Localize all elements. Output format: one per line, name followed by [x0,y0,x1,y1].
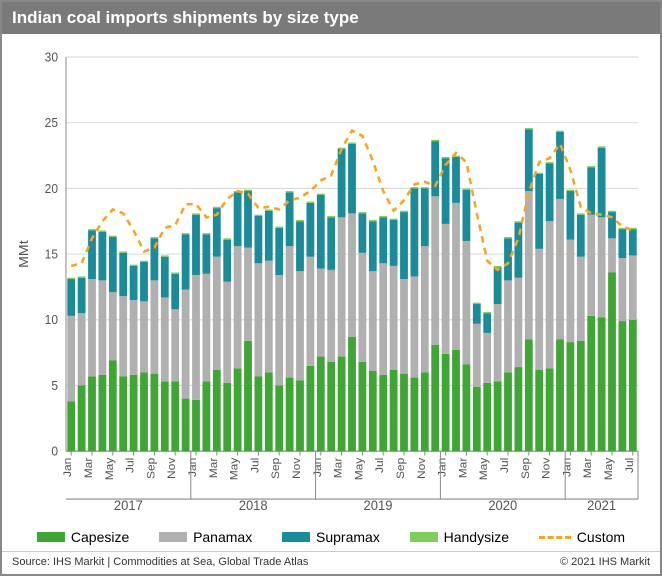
chart-frame: Indian coal imports shipments by size ty… [0,0,662,576]
svg-text:5: 5 [51,378,58,393]
svg-text:Mar: Mar [458,458,469,479]
legend-item: Handysize [410,529,509,545]
svg-text:Jul: Jul [125,458,136,473]
svg-text:Mar: Mar [208,458,219,479]
legend-swatch [410,532,438,542]
legend-label: Capesize [71,529,129,545]
svg-text:25: 25 [45,116,58,131]
legend-label: Handysize [444,529,509,545]
svg-text:15: 15 [45,247,58,262]
svg-text:20: 20 [45,181,58,196]
svg-text:Nov: Nov [541,457,552,479]
chart-svg: 0 5 10 15 20 25 30 MMt Jan Mar May Jul Sep Nov Jan Mar M… [12,44,650,523]
source-text: Source: IHS Markit | Commodities at Sea,… [12,556,308,568]
svg-text:10: 10 [45,313,58,328]
svg-text:Jan: Jan [312,458,323,477]
svg-text:Jan: Jan [562,458,573,477]
svg-text:May: May [603,457,614,480]
svg-text:Jan: Jan [437,458,448,477]
legend-item: Capesize [37,529,129,545]
svg-text:2021: 2021 [587,497,616,513]
svg-text:Mar: Mar [333,458,344,479]
chart-area: 0 5 10 15 20 25 30 MMt Jan Mar May Jul Sep Nov Jan Mar M… [2,34,660,523]
svg-text:May: May [479,457,490,480]
legend-swatch [159,532,187,542]
svg-text:2020: 2020 [488,497,517,513]
svg-text:Jul: Jul [499,458,510,473]
svg-text:Sep: Sep [271,458,282,479]
legend-swatch [37,532,65,542]
copyright-text: © 2021 IHS Markit [560,556,650,568]
legend-item: Custom [539,529,625,545]
legend-item: Panamax [159,529,252,545]
legend-item: Supramax [282,529,380,545]
svg-text:2019: 2019 [364,497,393,513]
legend-label: Custom [577,529,625,545]
svg-text:Nov: Nov [291,457,302,479]
svg-text:Jul: Jul [624,458,635,473]
svg-text:Jan: Jan [63,458,74,477]
svg-text:Sep: Sep [146,458,157,479]
svg-text:2018: 2018 [239,497,268,513]
svg-text:MMt: MMt [17,240,31,268]
footer: Source: IHS Markit | Commodities at Sea,… [2,551,660,574]
legend: Capesize Panamax Supramax Handysize Custom [2,523,660,551]
legend-label: Panamax [193,529,252,545]
svg-text:Nov: Nov [167,457,178,479]
svg-text:2017: 2017 [114,497,143,513]
svg-text:Nov: Nov [416,457,427,479]
legend-label: Supramax [316,529,380,545]
svg-text:0: 0 [51,444,58,459]
svg-text:May: May [354,457,365,480]
svg-text:30: 30 [45,50,58,65]
svg-text:Jul: Jul [250,458,261,473]
svg-text:Mar: Mar [83,458,94,479]
chart-title: Indian coal imports shipments by size ty… [2,2,660,34]
legend-line-swatch [539,536,571,539]
svg-text:Sep: Sep [395,458,406,479]
svg-text:May: May [104,457,115,480]
svg-text:Jul: Jul [375,458,386,473]
svg-text:Jan: Jan [187,458,198,477]
svg-text:May: May [229,457,240,480]
svg-text:Sep: Sep [520,458,531,479]
legend-swatch [282,532,310,542]
svg-text:Mar: Mar [583,458,594,479]
